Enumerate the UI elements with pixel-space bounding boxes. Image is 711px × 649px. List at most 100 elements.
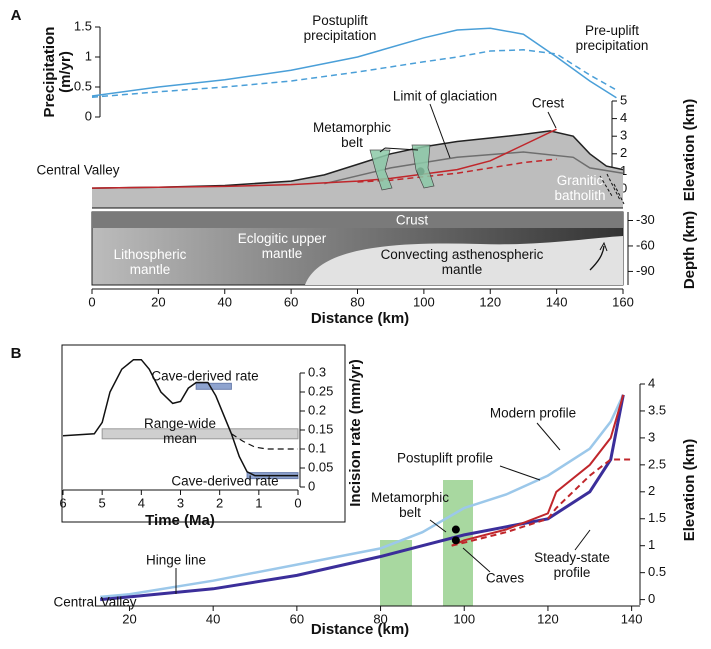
x-tick-label: 6: [59, 495, 66, 510]
y-tick-label: 5: [620, 92, 627, 107]
series-line: [451, 458, 632, 547]
series-label: Pre-uplift precipitation: [575, 23, 649, 53]
y-tick-label: 1.5: [74, 18, 92, 33]
y-axis-label: Elevation (km): [681, 438, 698, 542]
x-tick-label: 1: [255, 495, 262, 510]
annotation: Cave-derived rate: [171, 473, 279, 489]
series-label: Modern profile: [489, 405, 577, 421]
leader: [547, 111, 557, 129]
y-tick-label: 4: [620, 110, 627, 125]
y-tick-label: 1.5: [648, 510, 666, 525]
y-tick-label: 3: [620, 128, 627, 143]
y-tick-label: 0: [85, 108, 92, 123]
y-tick-label: 2: [648, 483, 655, 498]
x-axis-label: Distance (km): [310, 310, 410, 327]
surface-area: [92, 130, 623, 208]
series-line: [357, 158, 557, 183]
y-tick-label: 0: [308, 478, 315, 493]
leader: [462, 547, 491, 573]
series-label: Steady-state profile: [534, 550, 610, 580]
y-tick-label: 0.15: [308, 421, 333, 436]
flow-arrow: [589, 245, 605, 271]
x-tick-label: 140: [546, 294, 568, 309]
x-tick-label: 140: [621, 611, 643, 626]
x-tick-label: 60: [284, 294, 298, 309]
x-tick-label: 40: [206, 611, 220, 626]
x-tick-label: 5: [99, 495, 106, 510]
annotation: Metamorphic belt: [312, 120, 392, 150]
annotation: Crest: [531, 95, 565, 111]
x-tick-label: 120: [537, 611, 559, 626]
y-tick-label: -60: [636, 237, 655, 252]
series-line: [100, 394, 625, 602]
y-tick-label: 0.05: [308, 459, 333, 474]
y-tick-label: 3: [648, 429, 655, 444]
range-wide-mean: [101, 428, 299, 440]
annotation: Central Valley: [53, 594, 137, 610]
y-axis-label: Incision rate (mm/yr): [347, 359, 364, 507]
arrow-head: [599, 241, 608, 252]
cave-marker: [451, 525, 460, 534]
annotation: Crust: [395, 212, 429, 228]
metamorphic-body: [369, 149, 393, 191]
y-tick-label: 1: [620, 163, 627, 178]
y-tick-label: 0: [620, 180, 627, 195]
x-tick-label: 20: [122, 611, 136, 626]
y-axis-label: Depth (km): [681, 210, 698, 290]
series-label: Postuplift profile: [396, 450, 494, 466]
annotation: Cave-derived rate: [151, 368, 259, 384]
leader: [429, 103, 451, 159]
asthenosphere-region: [305, 236, 623, 285]
leader: [574, 529, 591, 551]
series-line: [451, 394, 625, 547]
y-tick-label: -30: [636, 212, 655, 227]
y-tick-label: 0.1: [308, 440, 326, 455]
x-tick-label: 0: [88, 294, 95, 309]
annotation: Eclogitic upper mantle: [237, 231, 327, 261]
x-tick-label: 2: [216, 495, 223, 510]
leader: [429, 519, 447, 533]
y-tick-label: 2: [620, 145, 627, 160]
x-tick-label: 0: [294, 495, 301, 510]
series-line: [91, 130, 624, 189]
series-line: [62, 358, 298, 477]
y-tick-label: 4: [648, 375, 655, 390]
x-tick-label: 100: [453, 611, 475, 626]
x-tick-label: 4: [138, 495, 145, 510]
series-line: [91, 128, 557, 189]
series-line: [91, 27, 617, 99]
x-tick-label: 100: [413, 294, 435, 309]
cave-marker: [451, 536, 460, 545]
y-tick-label: -90: [636, 263, 655, 278]
y-tick-label: 0.25: [308, 383, 333, 398]
x-tick-label: 3: [177, 495, 184, 510]
annotation: Caves: [485, 570, 525, 586]
x-tick-label: 120: [479, 294, 501, 309]
y-tick-label: 0.3: [308, 364, 326, 379]
x-axis-label: Distance (km): [310, 621, 410, 638]
y-tick-label: 0.5: [74, 78, 92, 93]
annotation: Lithospheric mantle: [113, 247, 187, 277]
annotation: Limit of glaciation: [392, 88, 498, 104]
fault-lines: [599, 173, 625, 205]
annotation: Granitic batholith: [554, 173, 606, 203]
leader: [499, 465, 541, 481]
y-tick-label: 0: [648, 591, 655, 606]
cave-rate: [195, 382, 232, 390]
annotation: Hinge line: [145, 552, 207, 568]
annotation: Range-wide mean: [143, 416, 217, 446]
y-tick-label: 3.5: [648, 402, 666, 417]
leader: [536, 422, 561, 451]
series-line: [324, 151, 624, 185]
leader: [379, 147, 419, 153]
crust-region: [92, 212, 623, 228]
panel-label: B: [10, 345, 22, 362]
series-line: [91, 49, 617, 98]
series-line: [100, 394, 625, 599]
series-line: [231, 433, 298, 450]
x-axis-label: Time (Ma): [145, 512, 215, 529]
x-tick-label: 20: [151, 294, 165, 309]
metamorphic-body: [411, 144, 435, 189]
x-tick-label: 60: [290, 611, 304, 626]
